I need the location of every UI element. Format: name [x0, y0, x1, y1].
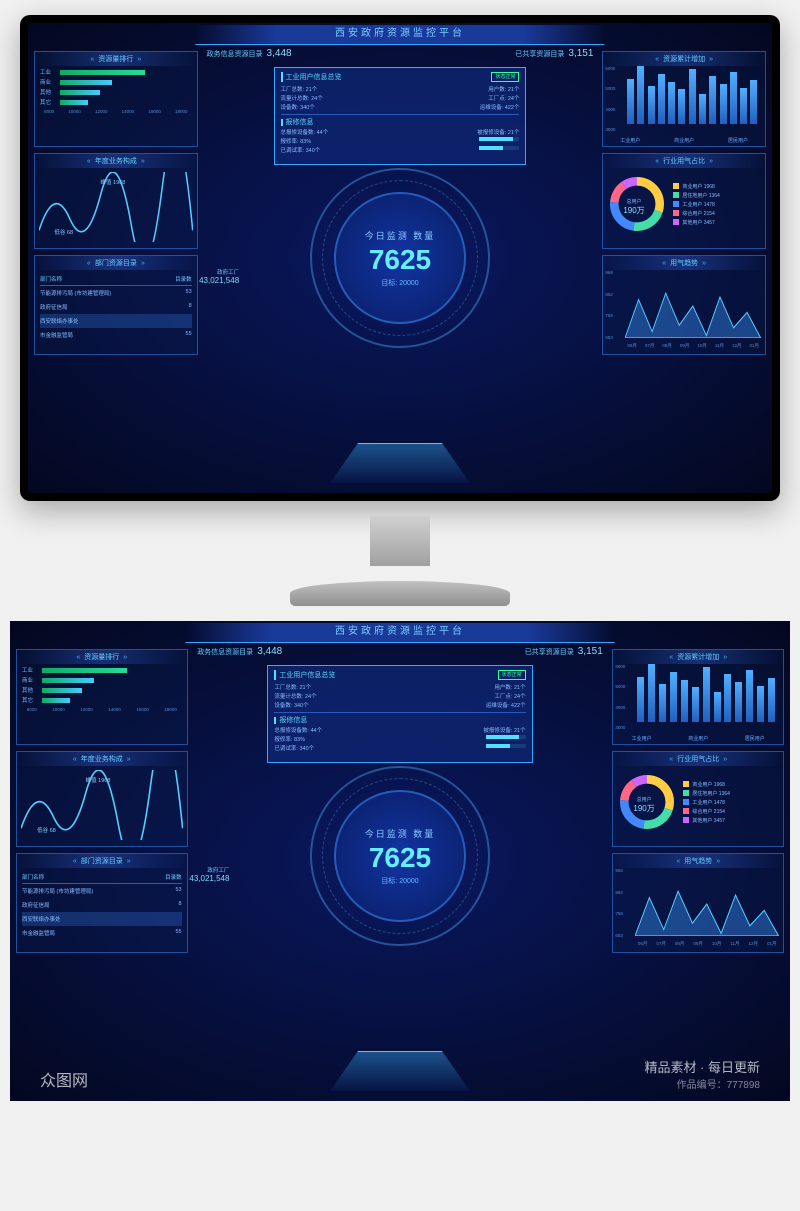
- legend-item: 工业用户 1478: [673, 201, 720, 208]
- vbar: [703, 667, 710, 722]
- vbar: [714, 692, 721, 722]
- panel-resource-accum: 资源累计增加 6000500040003000 工业用户商业用户居民用户: [602, 51, 766, 147]
- vbar: [735, 682, 742, 722]
- hbar-row: 工业: [22, 666, 182, 674]
- table-row[interactable]: 节能源排污局 (市坊建管理局)53: [22, 884, 182, 898]
- area-chart: [635, 872, 779, 936]
- legend-item: 商业用户 1968: [683, 781, 730, 788]
- panel-annual-business: 年度业务构成 峰值 1968 低谷 68: [34, 153, 198, 249]
- center-info-box: 工业用户信息总览 状态正常 工厂总数: 21个用户数: 21个流量计总数: 24…: [274, 67, 527, 165]
- legend-item: 居住地用户 1364: [673, 192, 720, 199]
- vbar: [724, 674, 731, 722]
- hbar-row: 商业: [40, 78, 192, 86]
- wave-chart: 峰值 1968 低谷 68: [21, 770, 183, 840]
- center-info-box: 工业用户信息总览 状态正常 工厂总数: 21个用户数: 21个流量计总数: 24…: [267, 665, 532, 763]
- hbar-row: 工业: [40, 68, 192, 76]
- vbar: [627, 79, 634, 124]
- legend-item: 综合用户 2154: [673, 210, 720, 217]
- vbar: [648, 664, 655, 722]
- monitor-screen: 西安政府资源监控平台 政务信息资源目录3,448 已共享资源目录3,151 资源…: [28, 23, 772, 493]
- panel-dept-catalog: 部门资源目录 部门名称目录数 节能源排污局 (市坊建管理局)53政府征信局8西安…: [16, 853, 188, 953]
- watermark-tagline: 精品素材 · 每日更新 作品编号：777898: [644, 1057, 760, 1091]
- hbar-row: 其它: [22, 696, 182, 704]
- area-chart: [625, 274, 761, 338]
- gauge-platform: [330, 443, 470, 483]
- gauge-side-stat: 政府工厂43,021,548: [199, 268, 239, 285]
- gauge-value: 7625: [369, 842, 431, 874]
- hbar-row: 其他: [40, 88, 192, 96]
- vbar: [658, 74, 665, 124]
- panel-gas-trend: 用气趋势 968862758653 06月07月08月09月10月11月12月0…: [612, 853, 784, 953]
- vbar: [692, 687, 699, 722]
- hbar-row: 其他: [22, 686, 182, 694]
- table-row[interactable]: 市金融监管局55: [22, 926, 182, 940]
- gauge-side-stat: 政府工厂43,021,548: [189, 866, 229, 883]
- vbar: [637, 66, 644, 124]
- vbar: [678, 89, 685, 124]
- vbar: [740, 88, 747, 124]
- dashboard-title: 西安政府资源监控平台: [195, 25, 604, 45]
- gauge-platform: [330, 1051, 470, 1091]
- stat-right: 已共享资源目录3,151: [525, 646, 603, 657]
- main-gauge: 今日监测 数量 7625 目标: 20000: [310, 168, 490, 348]
- stat-left: 政务信息资源目录3,448: [197, 646, 282, 657]
- status-badge: 状态正常: [498, 670, 526, 680]
- monitor-stand-neck: [370, 516, 430, 566]
- hbar-row: 其它: [40, 98, 192, 106]
- panel-resource-accum: 资源累计增加 6000500040003000 工业用户商业用户居民用户: [612, 649, 784, 745]
- vbar: [768, 678, 775, 722]
- vbar: [699, 94, 706, 124]
- header-stats: 政务信息资源目录3,448 已共享资源目录3,151: [207, 48, 594, 59]
- monitor-frame: 西安政府资源监控平台 政务信息资源目录3,448 已共享资源目录3,151 资源…: [20, 15, 780, 501]
- vbar: [668, 82, 675, 124]
- table-header: 部门名称目录数: [22, 871, 182, 884]
- legend-item: 其他用户 3457: [673, 219, 720, 226]
- status-badge: 状态正常: [491, 72, 519, 82]
- vbar: [648, 86, 655, 124]
- legend-item: 工业用户 1478: [683, 799, 730, 806]
- table-row[interactable]: 政府征信局8: [22, 898, 182, 912]
- table-row[interactable]: 西安联络办事处: [40, 314, 192, 328]
- vbar: [659, 684, 666, 722]
- vbar: [670, 672, 677, 722]
- panel-gas-trend: 用气趋势 968862758653 06月07月08月09月10月11月12月0…: [602, 255, 766, 355]
- main-gauge: 今日监测 数量 7625 目标: 20000: [310, 766, 490, 946]
- panel-resource-rank: 资源量排行 工业商业其他其它 8000100001200014000160001…: [16, 649, 188, 745]
- vbar: [689, 69, 696, 124]
- vbar: [681, 680, 688, 722]
- table-row[interactable]: 市金融监管局55: [40, 328, 192, 342]
- vbar: [730, 72, 737, 124]
- monitor-stand-base: [290, 581, 510, 606]
- dashboard-title: 西安政府资源监控平台: [186, 623, 615, 643]
- info-title: 工业用户信息总览: [274, 670, 335, 680]
- panel-dept-catalog: 部门资源目录 部门名称目录数 节能源排污局 (市坊建管理局)53政府征信局8西安…: [34, 255, 198, 355]
- dashboard-flat: 西安政府资源监控平台 政务信息资源目录3,448 已共享资源目录3,151 资源…: [10, 621, 790, 1101]
- watermark-brand: 众图网: [40, 1067, 88, 1091]
- table-row[interactable]: 西安联络办事处: [22, 912, 182, 926]
- stat-right: 已共享资源目录3,151: [515, 48, 593, 59]
- panel-industry-gas: 行业用气占比 总用户190万 商业用户 1968居住地用户 1364工业用户 1…: [602, 153, 766, 249]
- table-header: 部门名称目录数: [40, 273, 192, 286]
- gauge-value: 7625: [369, 244, 431, 276]
- wave-chart: 峰值 1968 低谷 68: [39, 172, 193, 242]
- legend-item: 其他用户 3457: [683, 817, 730, 824]
- vbar: [709, 76, 716, 124]
- table-row[interactable]: 节能源排污局 (市坊建管理局)53: [40, 286, 192, 300]
- info-title: 工业用户信息总览: [281, 72, 342, 82]
- stat-left: 政务信息资源目录3,448: [207, 48, 292, 59]
- hbar-row: 商业: [22, 676, 182, 684]
- header-stats: 政务信息资源目录3,448 已共享资源目录3,151: [197, 646, 603, 657]
- vbar: [757, 686, 764, 722]
- legend-item: 商业用户 1968: [673, 183, 720, 190]
- legend-item: 综合用户 2154: [683, 808, 730, 815]
- vbar: [720, 84, 727, 124]
- panel-industry-gas: 行业用气占比 总用户190万 商业用户 1968居住地用户 1364工业用户 1…: [612, 751, 784, 847]
- panel-annual-business: 年度业务构成 峰值 1968 低谷 68: [16, 751, 188, 847]
- panel-resource-rank: 资源量排行 工业商业其他其它 8000100001200014000160001…: [34, 51, 198, 147]
- vbar: [746, 670, 753, 722]
- vbar: [750, 80, 757, 124]
- table-row[interactable]: 政府征信局8: [40, 300, 192, 314]
- legend-item: 居住地用户 1364: [683, 790, 730, 797]
- vbar: [637, 677, 644, 722]
